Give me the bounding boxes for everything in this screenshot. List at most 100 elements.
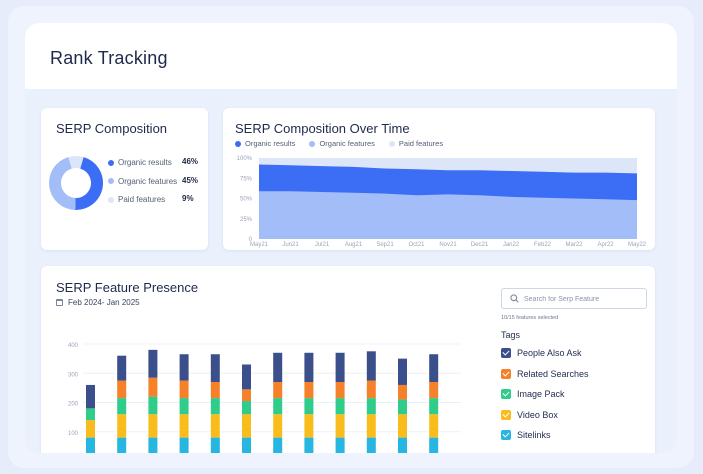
bar-segment-image-pack[interactable]	[86, 408, 95, 421]
bar-segment-image-pack[interactable]	[398, 399, 407, 415]
bar-segment-video-box[interactable]	[117, 414, 127, 438]
bar-segment-people-also-ask[interactable]	[148, 349, 158, 378]
bar-segment-image-pack[interactable]	[117, 398, 127, 415]
checkbox-checked-icon[interactable]	[501, 368, 511, 379]
bar-segment-image-pack[interactable]	[148, 396, 158, 415]
bar-segment-sitelinks[interactable]	[366, 437, 376, 453]
bar-segment-video-box[interactable]	[366, 414, 376, 438]
x-tick-label: Aug21	[345, 242, 363, 248]
bar-segment-image-pack[interactable]	[210, 398, 220, 415]
bar-segment-video-box[interactable]	[398, 414, 407, 438]
bar-segment-sitelinks[interactable]	[242, 437, 251, 453]
bar-segment-image-pack[interactable]	[179, 398, 189, 415]
bar-segment-video-box[interactable]	[210, 414, 220, 438]
checkbox-checked-icon[interactable]	[501, 409, 511, 420]
bar-segment-related-searches[interactable]	[335, 382, 345, 399]
serp-composition-title: SERP Composition	[56, 121, 168, 136]
bar-segment-people-also-ask[interactable]	[86, 384, 95, 409]
tag-item-video-box[interactable]: Video Box	[501, 409, 558, 420]
bar-segment-video-box[interactable]	[86, 420, 95, 438]
bar-segment-related-searches[interactable]	[304, 382, 314, 399]
bar-segment-sitelinks[interactable]	[273, 437, 283, 453]
donut-slice-paid-features[interactable]	[68, 156, 84, 169]
bar-segment-sitelinks[interactable]	[86, 437, 95, 453]
composition-area-chart[interactable]: 0 25% 50% 75% 100% May21 Jun21 Jul21 Aug21 Sep21 O…	[223, 108, 655, 250]
donut-slice-organic-features[interactable]	[49, 157, 76, 210]
bar-segment-related-searches[interactable]	[210, 382, 220, 399]
page-title: Rank Tracking	[50, 48, 168, 68]
bar-segment-people-also-ask[interactable]	[429, 354, 439, 383]
composition-legend-item: Organic features	[108, 177, 177, 186]
tag-label: Image Pack	[517, 389, 565, 399]
bar-segment-related-searches[interactable]	[398, 384, 407, 400]
bar-segment-related-searches[interactable]	[429, 382, 439, 399]
bar-segment-people-also-ask[interactable]	[273, 352, 283, 383]
bar-segment-people-also-ask[interactable]	[366, 351, 376, 381]
x-tick-label: Jun21	[282, 242, 299, 248]
bar-segment-image-pack[interactable]	[242, 401, 251, 415]
bar-segment-image-pack[interactable]	[273, 398, 283, 415]
bar-segment-image-pack[interactable]	[429, 398, 439, 415]
legend-dot-icon	[309, 140, 316, 147]
date-range[interactable]: Feb 2024- Jan 2025	[56, 298, 140, 307]
bar-segment-related-searches[interactable]	[273, 382, 283, 399]
bar-segment-people-also-ask[interactable]	[117, 355, 127, 381]
over-time-legend-item: Organic features	[309, 139, 375, 148]
tag-label: Related Searches	[517, 368, 589, 379]
bar-segment-related-searches[interactable]	[366, 380, 376, 399]
bar-segment-sitelinks[interactable]	[179, 437, 189, 453]
checkbox-checked-icon[interactable]	[501, 389, 511, 399]
bar-segment-video-box[interactable]	[335, 414, 345, 438]
bar-segment-video-box[interactable]	[273, 414, 283, 438]
search-icon	[510, 294, 519, 303]
tag-item-sitelinks[interactable]: Sitelinks	[501, 430, 551, 440]
bar-segment-related-searches[interactable]	[148, 377, 158, 397]
bar-segment-video-box[interactable]	[429, 414, 439, 438]
bar-segment-sitelinks[interactable]	[148, 437, 158, 453]
bar-segment-sitelinks[interactable]	[117, 437, 127, 453]
bar-segment-image-pack[interactable]	[335, 398, 345, 415]
composition-donut[interactable]	[46, 153, 106, 213]
selected-count: 10/15 features selected	[501, 315, 559, 321]
feature-presence-bar-chart[interactable]: 0100200300400	[41, 266, 481, 453]
bar-segment-video-box[interactable]	[242, 414, 251, 438]
bar-segment-related-searches[interactable]	[117, 380, 127, 399]
bar-segment-video-box[interactable]	[148, 414, 158, 438]
bar-segment-sitelinks[interactable]	[429, 437, 439, 453]
checkbox-checked-icon[interactable]	[501, 430, 511, 440]
x-tick-label: Oct21	[408, 242, 425, 248]
bar-segment-sitelinks[interactable]	[398, 437, 407, 453]
bar-segment-sitelinks[interactable]	[304, 437, 314, 453]
bar-segment-related-searches[interactable]	[179, 380, 189, 399]
bar-segment-image-pack[interactable]	[366, 398, 376, 415]
bar-segment-people-also-ask[interactable]	[179, 354, 189, 381]
legend-dot-icon	[388, 140, 395, 147]
bar-segment-people-also-ask[interactable]	[304, 352, 314, 383]
bar-segment-related-searches[interactable]	[242, 389, 251, 402]
bar-segment-sitelinks[interactable]	[335, 437, 345, 453]
x-tick-label: Mar22	[565, 242, 583, 248]
x-tick-label: Jul21	[315, 242, 330, 248]
legend-label: Organic results	[245, 139, 296, 148]
y-tick-label: 0	[249, 237, 253, 243]
bar-segment-people-also-ask[interactable]	[242, 364, 251, 390]
serp-over-time-card: SERP Composition Over Time Organic resul…	[223, 108, 655, 250]
calendar-icon	[56, 299, 63, 306]
bar-segment-people-also-ask[interactable]	[210, 354, 220, 383]
y-tick-label: 50%	[240, 197, 253, 203]
bar-segment-image-pack[interactable]	[304, 398, 314, 415]
bar-segment-sitelinks[interactable]	[210, 437, 220, 453]
tag-item-image-pack[interactable]: Image Pack	[501, 389, 565, 399]
bar-segment-people-also-ask[interactable]	[398, 358, 407, 385]
tag-item-related-searches[interactable]: Related Searches	[501, 368, 589, 379]
bar-segment-people-also-ask[interactable]	[335, 352, 345, 383]
bar-segment-video-box[interactable]	[179, 414, 189, 438]
serp-feature-search[interactable]	[501, 288, 647, 309]
checkbox-checked-icon[interactable]	[501, 348, 511, 358]
donut-slice-organic-results[interactable]	[75, 157, 103, 210]
bar-segment-video-box[interactable]	[304, 414, 314, 438]
tag-item-people-also-ask[interactable]: People Also Ask	[501, 348, 582, 358]
tag-label: People Also Ask	[517, 348, 582, 358]
search-input[interactable]	[524, 293, 642, 305]
area-series-organic-features[interactable]	[259, 191, 637, 239]
